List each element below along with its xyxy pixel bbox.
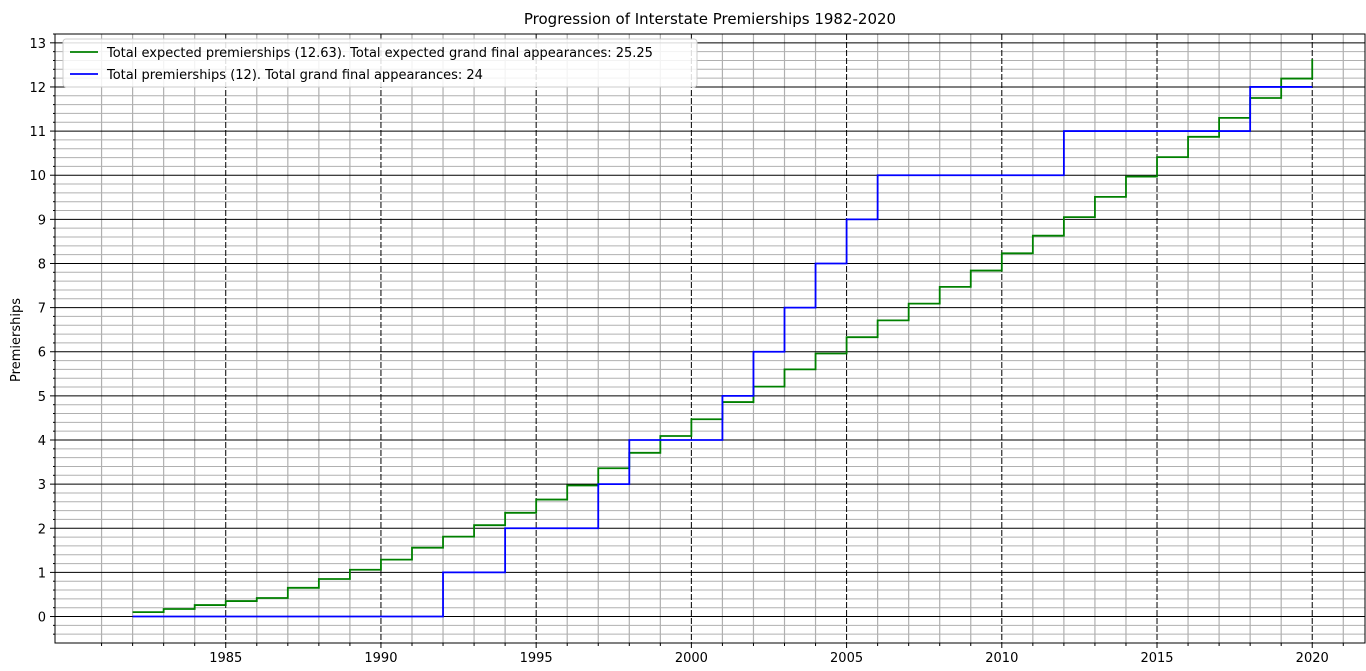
y-tick-label: 4	[38, 434, 46, 449]
minor-grid	[55, 33, 1365, 643]
y-tick-label: 10	[29, 169, 46, 184]
chart-title: Progression of Interstate Premierships 1…	[524, 10, 896, 28]
y-tick-label: 6	[38, 346, 46, 361]
x-tick-label: 2020	[1296, 651, 1329, 666]
y-tick-label: 7	[38, 302, 46, 317]
y-tick-label: 13	[29, 37, 46, 52]
x-tick-label: 1995	[520, 651, 553, 666]
x-tick-label: 2000	[675, 651, 708, 666]
y-tick-label: 1	[38, 566, 46, 581]
legend: Total expected premierships (12.63). Tot…	[62, 38, 698, 88]
y-tick-label: 3	[38, 478, 46, 493]
y-tick-label: 9	[38, 213, 46, 228]
y-tick-label: 11	[29, 125, 46, 140]
x-tick-label: 1990	[364, 651, 397, 666]
series-line-1	[132, 86, 1313, 618]
y-tick-label: 8	[38, 257, 46, 272]
legend-label: Total premierships (12). Total grand fin…	[106, 68, 483, 83]
x-tick-label: 1985	[209, 651, 242, 666]
legend-label: Total expected premierships (12.63). Tot…	[106, 46, 653, 61]
x-tick-label: 2015	[1140, 651, 1173, 666]
axis-ticks: 1985 1990 1995 2000 2005 2010 2015 202001234567…	[29, 33, 1344, 666]
plot-frame	[54, 33, 1366, 644]
x-tick-label: 2010	[985, 651, 1018, 666]
y-tick-label: 12	[29, 81, 46, 96]
series-layer	[132, 59, 1314, 618]
y-tick-label: 0	[38, 611, 46, 626]
x-tick-label: 2005	[830, 651, 863, 666]
y-tick-label: 2	[38, 522, 46, 537]
y-axis-label: Premierships	[9, 298, 24, 382]
legend-box	[62, 38, 698, 88]
y-tick-label: 5	[38, 390, 46, 405]
